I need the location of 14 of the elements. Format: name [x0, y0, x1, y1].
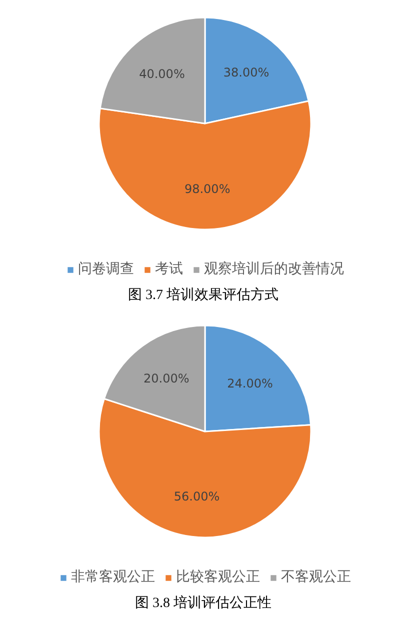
data-label: 38.00%	[223, 65, 270, 80]
data-label: 98.00%	[184, 182, 230, 196]
data-label: 56.00%	[174, 490, 220, 504]
data-label: 24.00%	[227, 376, 273, 391]
text: 图 3.8 培训评估公正性	[135, 595, 272, 611]
legend-label: 问卷调查	[78, 260, 134, 278]
text: 图 3.7 培训效果评估方式	[128, 287, 278, 303]
legend-label: 考试	[155, 260, 183, 278]
legend-label: 非常客观公正	[71, 568, 155, 586]
legend-label: 不客观公正	[281, 568, 351, 586]
legend-label: 比较客观公正	[176, 568, 260, 586]
data-label: 40.00%	[139, 66, 185, 81]
legend-label: 观察培训后的改善情况	[204, 260, 344, 278]
data-label: 20.00%	[143, 371, 190, 386]
